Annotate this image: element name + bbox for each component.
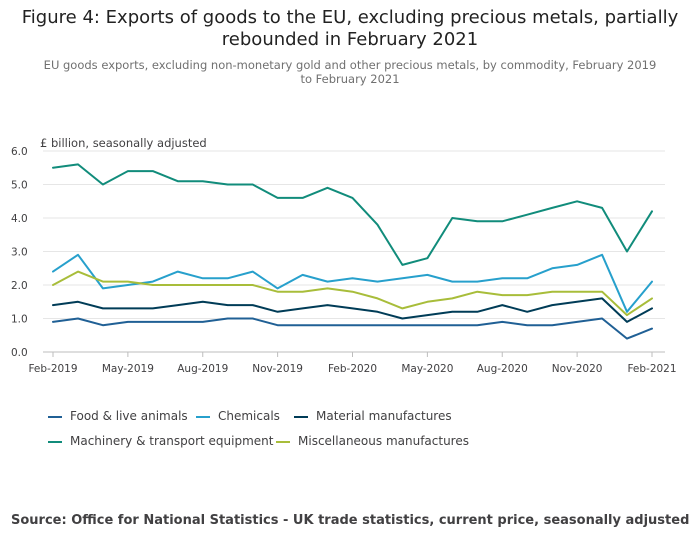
- legend-label: Food & live animals: [70, 409, 188, 423]
- gridlines: [43, 150, 665, 353]
- y-axis-label: £ billion, seasonally adjusted: [40, 136, 207, 150]
- legend-label: Machinery & transport equipment: [70, 434, 274, 448]
- x-tick-label: Nov-2019: [252, 363, 303, 375]
- y-tick-label: 3.0: [11, 247, 28, 259]
- source-note: Source: Office for National Statistics -…: [11, 513, 690, 528]
- legend-item: Machinery & transport equipment: [48, 433, 273, 449]
- legend-label: Chemicals: [218, 409, 280, 423]
- x-tick-label: Feb-2019: [28, 363, 77, 375]
- y-axis-ticks: 0.0 1.0 2.0 3.0 4.0 5.0 6.0: [11, 146, 28, 359]
- x-tick-label: Feb-2021: [627, 363, 676, 375]
- legend-swatch: [48, 415, 62, 418]
- x-tick-label: Aug-2019: [177, 363, 228, 375]
- y-tick-label: 4.0: [11, 213, 28, 225]
- legend-item: Miscellaneous manufactures: [276, 433, 469, 449]
- series-line-0: [52, 317, 653, 340]
- chart-title: Figure 4: Exports of goods to the EU, ex…: [21, 7, 679, 50]
- x-tick-label: Aug-2020: [477, 363, 528, 375]
- y-tick-label: 6.0: [11, 146, 28, 158]
- chart-subtitle: EU goods exports, excluding non-monetary…: [43, 58, 657, 86]
- series-lines: [52, 163, 653, 340]
- legend-item: Food & live animals: [48, 408, 188, 424]
- series-line-4: [52, 270, 653, 317]
- y-tick-label: 1.0: [11, 314, 28, 326]
- series-line-3: [52, 163, 653, 266]
- legend-item: Chemicals: [196, 408, 280, 424]
- legend-swatch: [276, 440, 290, 443]
- series-line-1: [52, 253, 653, 313]
- x-axis: Feb-2019 May-2019 Aug-2019 Nov-2019 Feb-2020…: [28, 352, 677, 375]
- legend-swatch: [48, 440, 62, 443]
- y-tick-label: 0.0: [11, 347, 28, 359]
- y-tick-label: 5.0: [11, 180, 28, 192]
- legend-label: Material manufactures: [316, 409, 452, 423]
- y-tick-label: 2.0: [11, 280, 28, 292]
- x-tick-label: Nov-2020: [552, 363, 603, 375]
- legend-item: Material manufactures: [294, 408, 452, 424]
- x-tick-label: May-2020: [401, 363, 453, 375]
- x-tick-label: Feb-2020: [328, 363, 377, 375]
- legend-label: Miscellaneous manufactures: [298, 434, 469, 448]
- legend-swatch: [294, 415, 308, 418]
- legend-swatch: [196, 415, 210, 418]
- x-tick-label: May-2019: [102, 363, 154, 375]
- series-line-2: [52, 297, 653, 323]
